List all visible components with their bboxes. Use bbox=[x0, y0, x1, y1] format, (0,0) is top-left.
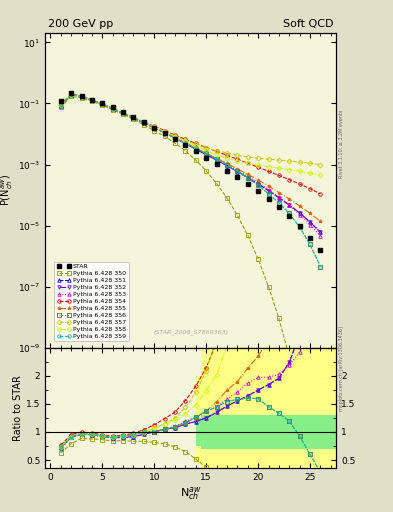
X-axis label: N$^{aw}_{ch}$: N$^{aw}_{ch}$ bbox=[180, 485, 201, 502]
STAR bbox=[266, 196, 271, 202]
Text: Soft QCD: Soft QCD bbox=[283, 18, 333, 29]
STAR bbox=[79, 93, 84, 99]
STAR bbox=[256, 188, 261, 195]
STAR bbox=[121, 109, 125, 115]
STAR bbox=[141, 119, 146, 125]
STAR bbox=[245, 181, 250, 187]
STAR bbox=[131, 114, 136, 120]
STAR bbox=[297, 223, 302, 229]
STAR bbox=[214, 161, 219, 167]
Text: (STAR_2008_S7869363): (STAR_2008_S7869363) bbox=[153, 329, 228, 335]
STAR bbox=[225, 167, 230, 174]
STAR bbox=[100, 100, 105, 106]
STAR bbox=[110, 104, 115, 111]
STAR bbox=[308, 234, 312, 241]
Text: Rivet 3.1.10; ≥ 3.2M events: Rivet 3.1.10; ≥ 3.2M events bbox=[339, 109, 344, 178]
STAR bbox=[277, 203, 281, 209]
STAR bbox=[152, 125, 156, 131]
STAR bbox=[183, 142, 188, 148]
Line: STAR: STAR bbox=[58, 91, 323, 252]
STAR bbox=[59, 98, 63, 104]
STAR bbox=[162, 130, 167, 136]
Y-axis label: Ratio to STAR: Ratio to STAR bbox=[13, 375, 23, 441]
Legend: STAR, Pythia 6.428 350, Pythia 6.428 351, Pythia 6.428 352, Pythia 6.428 353, Py: STAR, Pythia 6.428 350, Pythia 6.428 351… bbox=[54, 262, 129, 342]
STAR bbox=[193, 148, 198, 155]
Y-axis label: P(N$_{ch}^{aw}$): P(N$_{ch}^{aw}$) bbox=[0, 175, 15, 206]
STAR bbox=[287, 212, 292, 219]
Text: mcplots.cern.ch [arXiv:1306.3436]: mcplots.cern.ch [arXiv:1306.3436] bbox=[339, 326, 344, 411]
Text: 200 GeV pp: 200 GeV pp bbox=[48, 18, 113, 29]
STAR bbox=[318, 247, 323, 253]
STAR bbox=[173, 136, 177, 142]
STAR bbox=[235, 174, 240, 180]
STAR bbox=[90, 96, 94, 102]
STAR bbox=[204, 155, 209, 161]
STAR bbox=[69, 90, 73, 96]
